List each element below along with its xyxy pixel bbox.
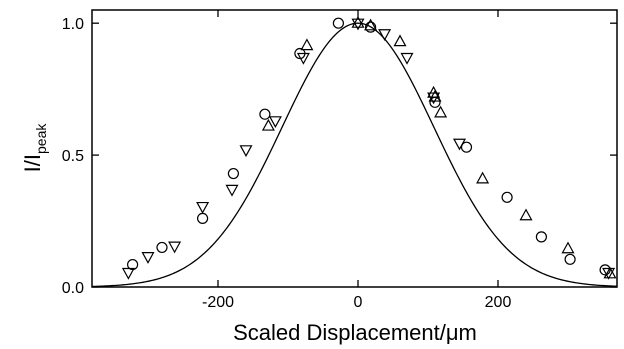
circle-marker (599, 264, 611, 276)
y-axis-label-sub: peak (33, 123, 49, 154)
triangle-up-marker (351, 15, 365, 28)
circle-marker (365, 21, 377, 33)
triangle-down-marker (427, 92, 441, 105)
triangle-up-marker (261, 118, 275, 131)
triangle-down-marker (168, 241, 182, 254)
plot-area (91, 15, 618, 288)
triangle-up-marker (603, 266, 617, 279)
triangle-down-marker (400, 52, 414, 65)
fit-curve (91, 22, 618, 288)
triangle-down-marker (296, 52, 310, 65)
y-axis-label: I/Ipeak (20, 123, 49, 173)
triangle-up-marker (476, 171, 490, 184)
x-tick-label: 0 (354, 294, 363, 311)
axis-ticks (92, 10, 617, 288)
triangle-up-marker (393, 34, 407, 47)
triangle-up-marker (300, 38, 314, 51)
circle-marker (332, 17, 344, 29)
triangle-up-marker (427, 85, 441, 98)
circle-marker (259, 108, 271, 120)
circle-marker (501, 191, 513, 203)
triangle-down-marker (196, 201, 210, 214)
triangle-up-marker (434, 105, 448, 118)
triangle-up-marker (561, 241, 575, 254)
circle-marker (564, 253, 576, 265)
triangle-up-marker (364, 18, 378, 31)
circle-marker (460, 141, 473, 153)
y-axis-label-main: I/I (20, 154, 45, 172)
x-tick-labels: -200 0 200 (202, 294, 511, 311)
y-tick-label: 1.0 (62, 16, 84, 33)
triangle-down-marker (141, 252, 155, 264)
circle-marker (535, 231, 548, 243)
triangle-down-marker (268, 116, 282, 129)
circle-marker (156, 241, 168, 254)
x-tick-label: 200 (485, 294, 512, 311)
circle-marker (227, 167, 239, 180)
triangle-down-marker (239, 145, 253, 158)
triangle-down-marker (452, 138, 467, 151)
circle-marker (127, 258, 139, 271)
y-tick-labels: 0.0 0.5 1.0 (62, 16, 84, 297)
x-axis-label: Scaled Displacement/μm (233, 320, 477, 345)
circle-marker (197, 212, 209, 225)
x-tick-label: -200 (202, 294, 234, 311)
triangle-down-marker (602, 267, 616, 280)
y-tick-label: 0.0 (62, 280, 84, 297)
triangle-down-marker (225, 184, 239, 197)
triangle-down-marker (351, 18, 365, 31)
triangle-up-marker (519, 208, 533, 221)
data-markers (121, 15, 617, 280)
triangle-down-marker (121, 267, 135, 280)
triangle-down-marker (378, 29, 392, 41)
y-tick-label: 0.5 (62, 148, 84, 165)
plot-frame (91, 9, 618, 288)
